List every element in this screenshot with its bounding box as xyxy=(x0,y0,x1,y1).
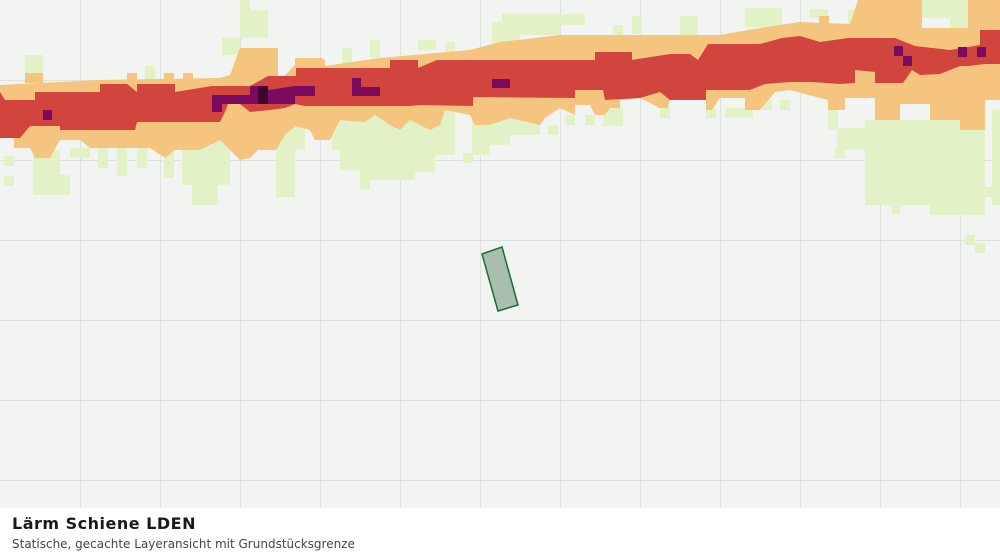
caption: Lärm Schiene LDEN Statische, gecachte La… xyxy=(0,508,1000,560)
noise-zone-very-high xyxy=(43,46,986,120)
map-subtitle: Statische, gecachte Layeransicht mit Gru… xyxy=(12,537,355,551)
map-title: Lärm Schiene LDEN xyxy=(12,514,196,533)
map xyxy=(0,0,1000,508)
noise-zone-low xyxy=(4,0,1000,253)
parcel-boundary xyxy=(481,246,519,312)
